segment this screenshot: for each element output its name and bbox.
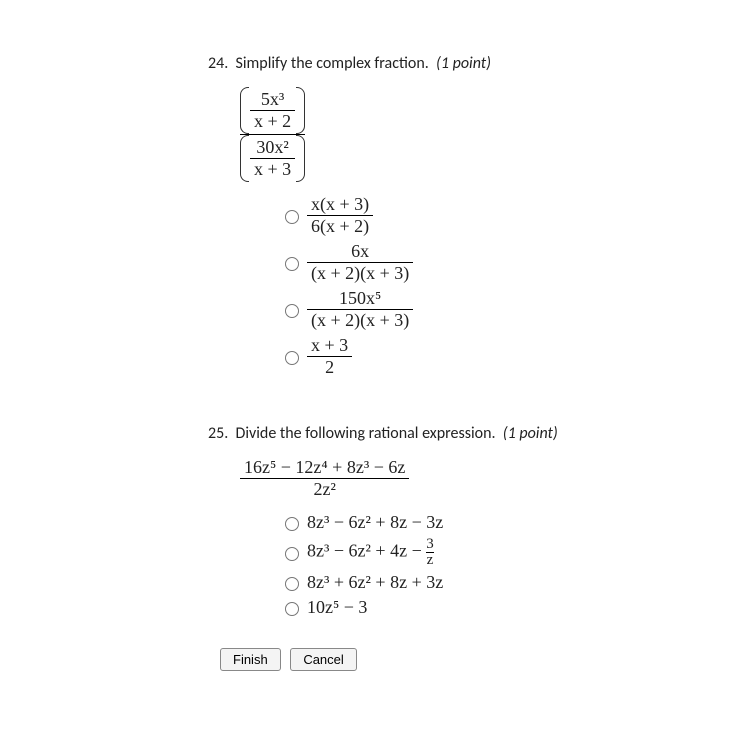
frac-den: z [426,552,434,568]
option-text: 10z⁵ − 3 [307,597,367,618]
radio-q24-a[interactable] [285,210,299,224]
q24-expression: 5x³ x + 2 30x² x + 3 [240,87,750,182]
question-number: 25. [208,424,228,443]
q25-option-c[interactable]: 8z³ + 6z² + 8z + 3z [280,572,750,593]
q25-option-b[interactable]: 8z³ − 6z² + 4z − 3z [280,537,750,568]
q25-option-d[interactable]: 10z⁵ − 3 [280,597,750,618]
option-den: 6(x + 2) [307,215,373,237]
frac-num: 3 [426,537,434,552]
question-number: 24. [208,54,228,73]
option-num: x + 3 [307,335,352,356]
q25-options: 8z³ − 6z² + 8z − 3z 8z³ − 6z² + 4z − 3z … [280,512,750,618]
q24-options: x(x + 3) 6(x + 2) 6x (x + 2)(x + 3) 150x… [280,194,750,378]
expr-bot-den: x + 3 [250,158,295,180]
question-24: 24. Simplify the complex fraction. (1 po… [208,54,750,378]
question-points: (1 point) [436,54,491,73]
expr-num: 16z⁵ − 12z⁴ + 8z³ − 6z [240,457,409,478]
question-points: (1 point) [503,424,558,443]
expr-den: 2z² [240,478,409,500]
expr-top-den: x + 2 [250,110,295,132]
q24-option-d[interactable]: x + 3 2 [280,335,750,378]
quiz-content: 24. Simplify the complex fraction. (1 po… [0,0,750,671]
option-den: 2 [307,356,352,378]
option-num: x(x + 3) [307,194,373,215]
q24-option-a[interactable]: x(x + 3) 6(x + 2) [280,194,750,237]
q25-expression: 16z⁵ − 12z⁴ + 8z³ − 6z 2z² [240,457,750,500]
cancel-button[interactable]: Cancel [290,648,356,671]
radio-q25-d[interactable] [285,602,299,616]
option-text: 8z³ − 6z² + 4z − 3z [307,537,434,568]
question-25: 25. Divide the following rational expres… [208,424,750,618]
radio-q24-b[interactable] [285,257,299,271]
finish-button[interactable]: Finish [220,648,281,671]
option-num: 150x⁵ [307,288,413,309]
radio-q24-c[interactable] [285,304,299,318]
expr-top-num: 5x³ [250,89,295,110]
option-prefix: 8z³ − 6z² + 4z − [307,541,426,561]
q25-option-a[interactable]: 8z³ − 6z² + 8z − 3z [280,512,750,533]
option-den: (x + 2)(x + 3) [307,309,413,331]
expr-bot-num: 30x² [250,137,295,158]
radio-q24-d[interactable] [285,351,299,365]
question-25-text: 25. Divide the following rational expres… [208,424,750,443]
option-text: 8z³ + 6z² + 8z + 3z [307,572,443,593]
q24-option-c[interactable]: 150x⁵ (x + 2)(x + 3) [280,288,750,331]
radio-q25-b[interactable] [285,547,299,561]
question-prompt: Divide the following rational expression… [236,424,496,443]
button-row: Finish Cancel [220,648,750,671]
question-24-text: 24. Simplify the complex fraction. (1 po… [208,54,750,73]
q24-option-b[interactable]: 6x (x + 2)(x + 3) [280,241,750,284]
radio-q25-a[interactable] [285,517,299,531]
option-text: 8z³ − 6z² + 8z − 3z [307,512,443,533]
radio-q25-c[interactable] [285,577,299,591]
option-num: 6x [307,241,413,262]
question-prompt: Simplify the complex fraction. [236,54,429,73]
option-den: (x + 2)(x + 3) [307,262,413,284]
